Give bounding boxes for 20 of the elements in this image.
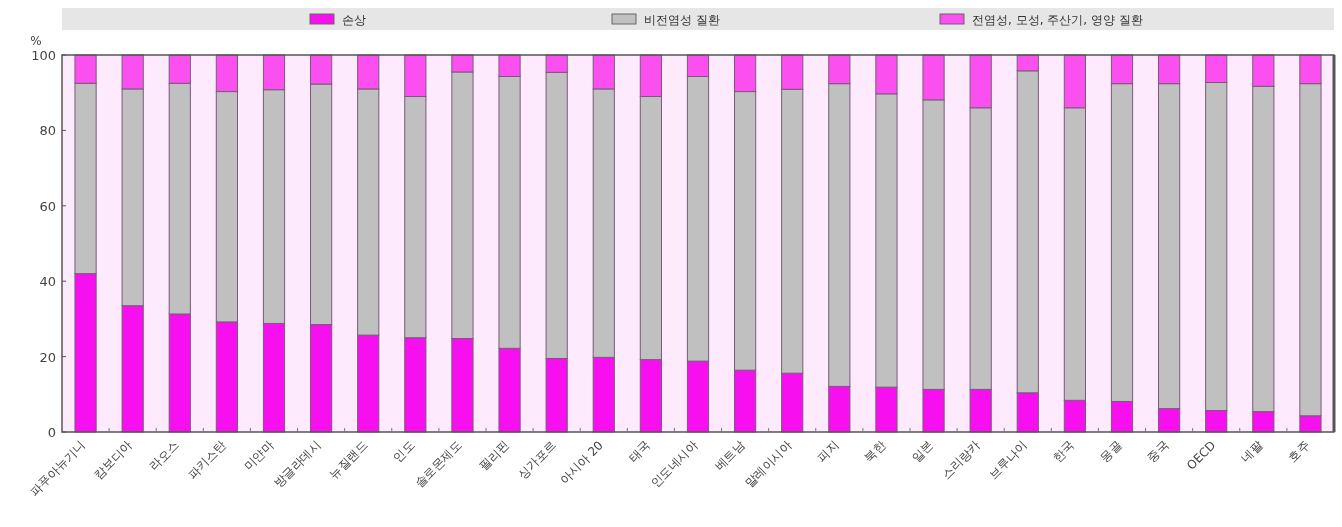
x-tick-label: 한국 (1050, 438, 1078, 466)
x-tick-label: 태국 (626, 438, 654, 466)
y-tick-label: 60 (39, 198, 56, 214)
y-tick-label: 100 (31, 48, 56, 63)
x-tick-label: 인도 (390, 438, 418, 466)
y-tick-label: 80 (39, 123, 56, 139)
legend-label: 손상 (342, 13, 366, 27)
x-tick-label: 일본 (908, 438, 936, 466)
x-tick-label: 중국 (1144, 438, 1172, 466)
legend-label: 비전염성 질환 (644, 13, 720, 27)
y-tick-label: 40 (39, 274, 56, 290)
x-tick-label: 호주 (1285, 438, 1313, 466)
x-tick-label: 피지 (814, 438, 842, 466)
x-tick-label: 몽골 (1097, 438, 1125, 466)
x-tick-label: 북한 (861, 438, 889, 466)
legend-label: 전염성, 모성, 주산기, 영양 질환 (972, 13, 1143, 27)
x-tick-label: 네팔 (1238, 438, 1266, 466)
y-axis-title: % (30, 34, 42, 48)
y-tick-label: 0 (47, 425, 56, 440)
y-tick-label: 20 (39, 349, 56, 365)
